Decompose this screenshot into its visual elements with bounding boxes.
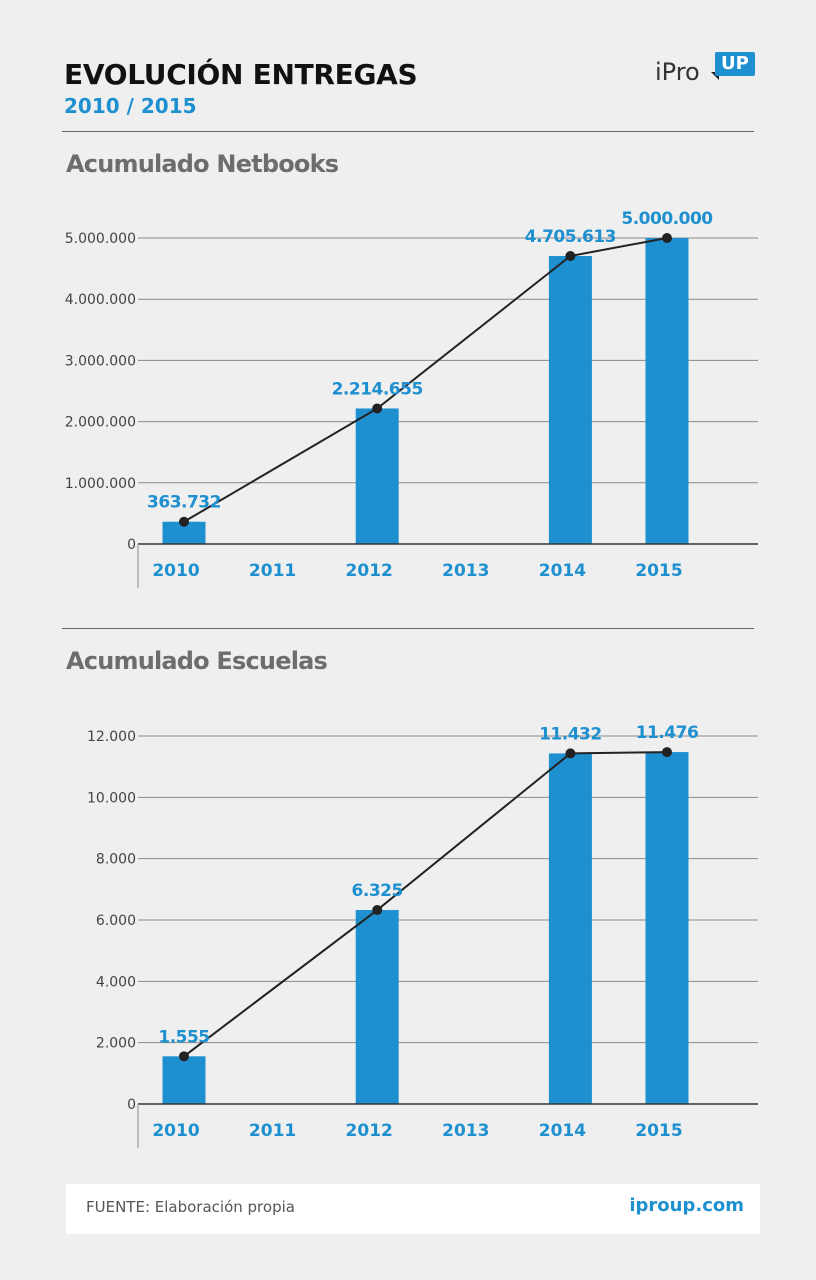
x-tick-label: 2010: [152, 1121, 199, 1141]
bar-2012: [355, 408, 399, 544]
chart-netbooks: 0 1.000.000 2.000.000 3.000.000 4.000.000 5.0…: [65, 209, 758, 588]
bar-2015: [645, 238, 689, 544]
data-point: [565, 251, 576, 262]
bar-2010: [162, 521, 206, 544]
y-tick-label: 2.000.000: [65, 415, 136, 431]
data-label: 11.432: [539, 724, 602, 744]
data-point: [179, 1051, 189, 1062]
y-tick-label: 3.000.000: [65, 353, 136, 369]
data-point: [372, 905, 383, 916]
data-label: 6.325: [352, 881, 403, 901]
y-tick-label: 2.000: [96, 1036, 136, 1052]
logo-notch-icon: [711, 72, 719, 80]
footer-source: FUENTE: Elaboración propia: [86, 1198, 295, 1216]
data-label: 11.476: [636, 723, 699, 743]
page-title: EVOLUCIÓN ENTREGAS: [64, 58, 418, 91]
y-tick-label: 6.000: [96, 913, 136, 929]
data-label: 363.732: [147, 493, 221, 513]
header-divider: [62, 131, 754, 132]
data-point: [372, 403, 383, 414]
trend-line: [183, 751, 668, 1058]
y-tick-label: 10.000: [87, 790, 136, 806]
trend-line: [183, 237, 668, 523]
x-tick-label: 2011: [249, 1121, 296, 1141]
data-point: [179, 516, 189, 527]
x-tick-label: 2010: [152, 561, 199, 581]
x-tick-label: 2011: [249, 561, 296, 581]
bar-2015: [645, 752, 689, 1104]
footer: FUENTE: Elaboración propia iproup.com: [66, 1184, 760, 1234]
chart-escuelas: 0 2.000 4.000 6.000 8.000 10.000 12.000 1.555 6.…: [87, 723, 758, 1148]
y-tick-label: 1.000.000: [65, 476, 136, 492]
footer-site-link[interactable]: iproup.com: [629, 1195, 744, 1216]
data-point: [565, 748, 576, 759]
logo-text: iPro: [655, 58, 700, 86]
y-tick-label: 12.000: [87, 729, 136, 745]
data-label: 1.555: [158, 1027, 209, 1047]
y-tick-label: 5.000.000: [65, 231, 136, 247]
data-label: 2.214.655: [332, 379, 423, 399]
x-tick-label: 2014: [539, 561, 586, 581]
x-tick-label: 2014: [539, 1121, 586, 1141]
bar-2014: [548, 256, 592, 544]
x-tick-label: 2012: [346, 561, 393, 581]
section-divider: [62, 628, 754, 629]
y-tick-label: 8.000: [96, 852, 136, 868]
y-tick-label: 4.000: [96, 974, 136, 990]
data-point: [662, 747, 672, 758]
y-tick-label: 0: [127, 537, 136, 553]
bar-2012: [355, 910, 399, 1104]
bar-2014: [548, 753, 592, 1104]
data-label: 5.000.000: [621, 209, 713, 229]
page-subtitle: 2010 / 2015: [64, 94, 197, 118]
data-label: 4.705.613: [525, 227, 616, 247]
chart-title-escuelas: Acumulado Escuelas: [66, 647, 328, 675]
bar-2010: [162, 1056, 206, 1104]
x-tick-label: 2012: [346, 1121, 393, 1141]
x-tick-label: 2013: [442, 561, 489, 581]
y-tick-label: 4.000.000: [65, 292, 136, 308]
logo-badge: UP: [715, 52, 755, 76]
chart-title-netbooks: Acumulado Netbooks: [66, 150, 339, 178]
x-tick-label: 2015: [635, 1121, 682, 1141]
x-tick-label: 2013: [442, 1121, 489, 1141]
y-tick-label: 0: [127, 1097, 136, 1113]
x-tick-label: 2015: [635, 561, 682, 581]
data-point: [662, 233, 672, 243]
